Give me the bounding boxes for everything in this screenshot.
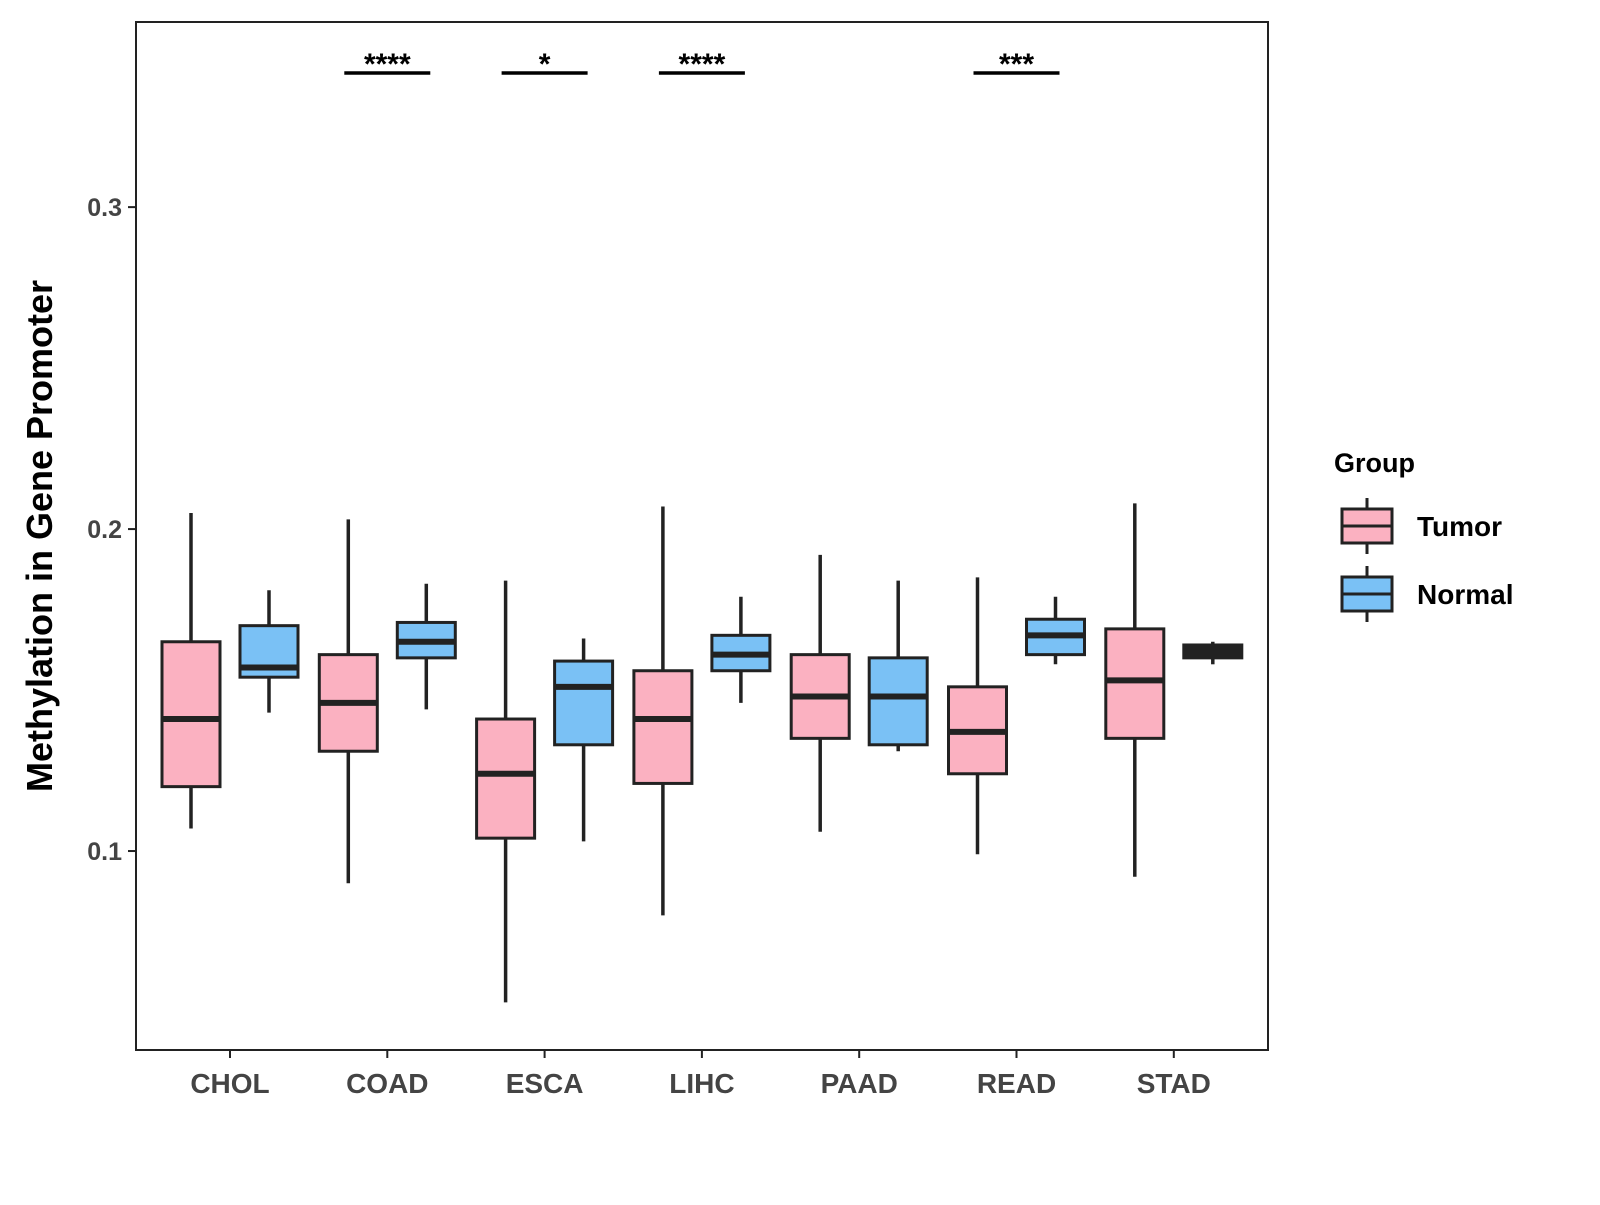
box-iqr	[475, 717, 537, 840]
box-iqr	[632, 669, 694, 785]
box-tumor-coad	[317, 519, 379, 884]
box-iqr	[553, 659, 615, 747]
y-tick-label: 0.1	[87, 838, 122, 866]
legend-label: Normal	[1417, 579, 1513, 610]
significance-label: ****	[679, 48, 726, 81]
legend-item-tumor: Tumor	[1340, 498, 1502, 554]
significance-label: ****	[364, 48, 411, 81]
y-tick-label: 0.3	[87, 194, 122, 222]
box-normal-coad	[395, 583, 457, 710]
x-tick-label: READ	[977, 1068, 1056, 1099]
x-tick-label: COAD	[346, 1068, 428, 1099]
x-tick-label: CHOL	[190, 1068, 269, 1099]
x-tick-label: STAD	[1137, 1068, 1211, 1099]
box-normal-paad	[867, 580, 929, 752]
legend-item-normal: Normal	[1340, 566, 1513, 622]
box-tumor-stad	[1104, 503, 1166, 877]
x-tick-label: LIHC	[669, 1068, 734, 1099]
box-tumor-esca	[475, 580, 537, 1003]
significance-label: ***	[999, 48, 1034, 81]
box-iqr	[1104, 627, 1166, 740]
legend-label: Tumor	[1417, 511, 1502, 542]
box-tumor-lihc	[632, 506, 694, 916]
box-tumor-read	[947, 577, 1008, 855]
significance-label: *	[539, 48, 551, 81]
y-axis-label: Methylation in Gene Promoter	[19, 280, 60, 792]
box-normal-chol	[238, 590, 300, 713]
x-tick-label: PAAD	[821, 1068, 898, 1099]
box-normal-esca	[553, 638, 615, 842]
box-normal-read	[1025, 596, 1086, 665]
box-iqr	[160, 640, 222, 789]
y-tick-label: 0.2	[87, 516, 122, 544]
box-normal-stad	[1182, 641, 1244, 665]
box-tumor-chol	[160, 512, 222, 829]
x-tick-label: ESCA	[506, 1068, 584, 1099]
legend-title: Group	[1334, 448, 1415, 478]
box-iqr	[867, 656, 929, 747]
box-normal-lihc	[710, 596, 772, 703]
plot-panel	[135, 21, 1269, 1051]
box-tumor-paad	[789, 554, 851, 832]
